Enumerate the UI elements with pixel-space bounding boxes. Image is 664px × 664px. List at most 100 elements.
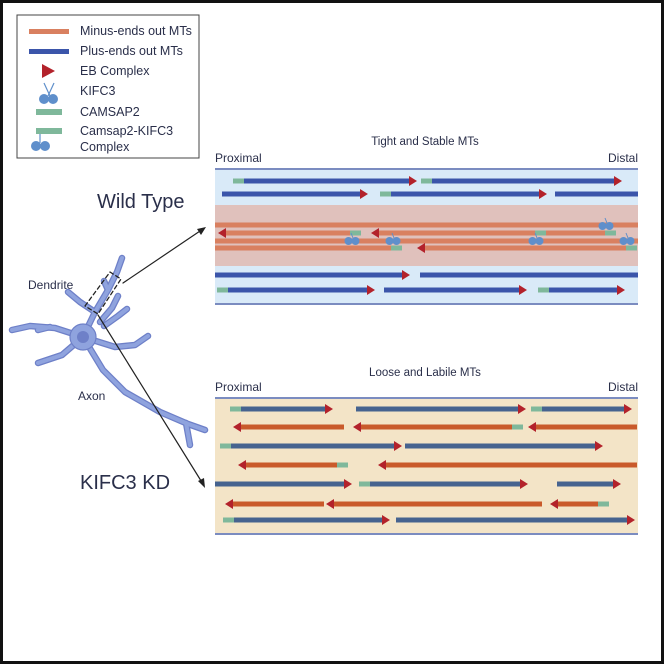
- camsap2-cap: [350, 230, 361, 236]
- kifc3-head: [351, 237, 360, 245]
- kifc3-icon: [385, 232, 401, 245]
- microtubule-shaft: [217, 287, 368, 293]
- plus-end-out-mt: [405, 441, 603, 451]
- eb-complex-icon: [417, 243, 425, 253]
- minus-end-out-mt: [225, 499, 324, 509]
- legend-label-complex: Camsap2-KIFC3: [80, 124, 173, 138]
- eb-complex-legend-icon: [42, 64, 55, 78]
- eb-complex-icon: [371, 228, 379, 238]
- microtubule-shaft: [405, 443, 596, 449]
- plus-end-out-mt: [356, 404, 526, 414]
- legend-label-complex-line2: Complex: [80, 140, 130, 154]
- plus-end-out-mt: [538, 285, 625, 295]
- eb-complex-icon: [326, 499, 334, 509]
- camsap2-cap: [421, 178, 432, 184]
- camsap2-cap: [223, 517, 234, 523]
- eb-complex-icon: [233, 422, 241, 432]
- plus-end-mt-legend-icon: [29, 49, 69, 54]
- minus-end-out-mt: [371, 228, 546, 238]
- eb-complex-icon: [353, 422, 361, 432]
- microtubule-shaft: [215, 481, 345, 487]
- kd-mt-panel: [215, 397, 638, 535]
- legend-label-kifc3: KIFC3: [80, 84, 115, 98]
- kd-distal-label: Distal: [608, 380, 638, 394]
- microtubule-shaft: [222, 191, 361, 197]
- camsap2-cap: [531, 406, 542, 412]
- wild-type-mt-panel: [215, 168, 638, 305]
- minus-end-out-mt: [378, 460, 637, 470]
- minus-end-out-mt: [550, 499, 609, 509]
- wt-distal-label: Distal: [608, 151, 638, 165]
- eb-complex-icon: [520, 479, 528, 489]
- microtubule-shaft: [240, 424, 344, 430]
- kd-proximal-label: Proximal: [215, 380, 262, 394]
- minus-end-out-mt: [215, 222, 638, 228]
- microtubule-shaft: [384, 287, 520, 293]
- plus-end-out-mt: [531, 404, 632, 414]
- eb-complex-icon: [519, 285, 527, 295]
- plus-end-out-mt: [220, 441, 402, 451]
- microtubule-shaft: [232, 501, 324, 507]
- plus-end-out-mt: [233, 176, 417, 186]
- dendrite-label: Dendrite: [28, 278, 74, 292]
- plus-end-out-mt: [380, 189, 547, 199]
- microtubule-shaft: [538, 287, 618, 293]
- kifc3-stalk: [604, 217, 608, 224]
- kifc3-kd-label: KIFC3 KD: [80, 472, 170, 494]
- zoom-arrow-wt: [122, 228, 204, 284]
- minus-end-out-mt: [546, 230, 616, 236]
- microtubule-shaft: [380, 191, 540, 197]
- eb-complex-icon: [225, 499, 233, 509]
- camsap2-cap: [337, 462, 348, 468]
- microtubule-shaft: [385, 462, 637, 468]
- legend: Minus-ends out MTs Plus-ends out MTs EB …: [16, 14, 200, 159]
- kifc3-icon: [619, 232, 635, 245]
- plus-end-out-mt: [217, 285, 375, 295]
- kifc3-head: [605, 222, 614, 230]
- legend-label-minus: Minus-ends out MTs: [80, 24, 192, 38]
- eb-complex-icon: [344, 479, 352, 489]
- microtubule-shaft: [245, 462, 348, 468]
- kifc3-head: [385, 237, 394, 245]
- minus-end-out-mt: [215, 245, 402, 251]
- minus-end-mt-legend-icon: [29, 29, 69, 34]
- plus-end-out-mt: [384, 285, 527, 295]
- microtubule-shaft: [557, 501, 609, 507]
- eb-complex-icon: [595, 441, 603, 451]
- plus-end-out-mt: [557, 479, 621, 489]
- minus-end-out-mt: [238, 460, 348, 470]
- kifc3-icon: [528, 232, 544, 245]
- microtubule-shaft: [424, 245, 637, 251]
- arrowhead-wt: [197, 227, 206, 235]
- microtubule-shaft: [230, 406, 326, 412]
- kifc3-icon: [344, 232, 360, 245]
- plus-end-out-mt: [222, 189, 368, 199]
- microtubule-shaft: [421, 178, 615, 184]
- camsap2-legend-icon: [36, 109, 62, 115]
- zoom-arrow-kd: [97, 314, 204, 485]
- camsap2-cap: [220, 443, 231, 449]
- plus-end-out-mt: [215, 479, 352, 489]
- kifc3-head: [626, 237, 635, 245]
- eb-complex-icon: [409, 176, 417, 186]
- kifc3-stalk: [391, 232, 395, 239]
- eb-complex-icon: [378, 460, 386, 470]
- eb-complex-icon: [617, 285, 625, 295]
- minus-end-out-mt: [528, 422, 637, 432]
- microtubule-shaft: [215, 272, 403, 278]
- eb-complex-icon: [528, 422, 536, 432]
- minus-end-out-mt: [326, 499, 542, 509]
- dendrite-zoom-box: [84, 271, 122, 315]
- legend-label-eb: EB Complex: [80, 64, 150, 78]
- eb-complex-icon: [367, 285, 375, 295]
- kifc3-legend-icon: [39, 82, 58, 104]
- camsap2-cap: [391, 245, 402, 251]
- plus-end-out-mt: [359, 479, 528, 489]
- eb-complex-icon: [550, 499, 558, 509]
- camsap2-cap: [512, 424, 523, 430]
- minus-end-out-mt: [353, 422, 523, 432]
- microtubule-shaft: [223, 517, 383, 523]
- kifc3-stalk: [350, 232, 354, 239]
- kifc3-head: [598, 222, 607, 230]
